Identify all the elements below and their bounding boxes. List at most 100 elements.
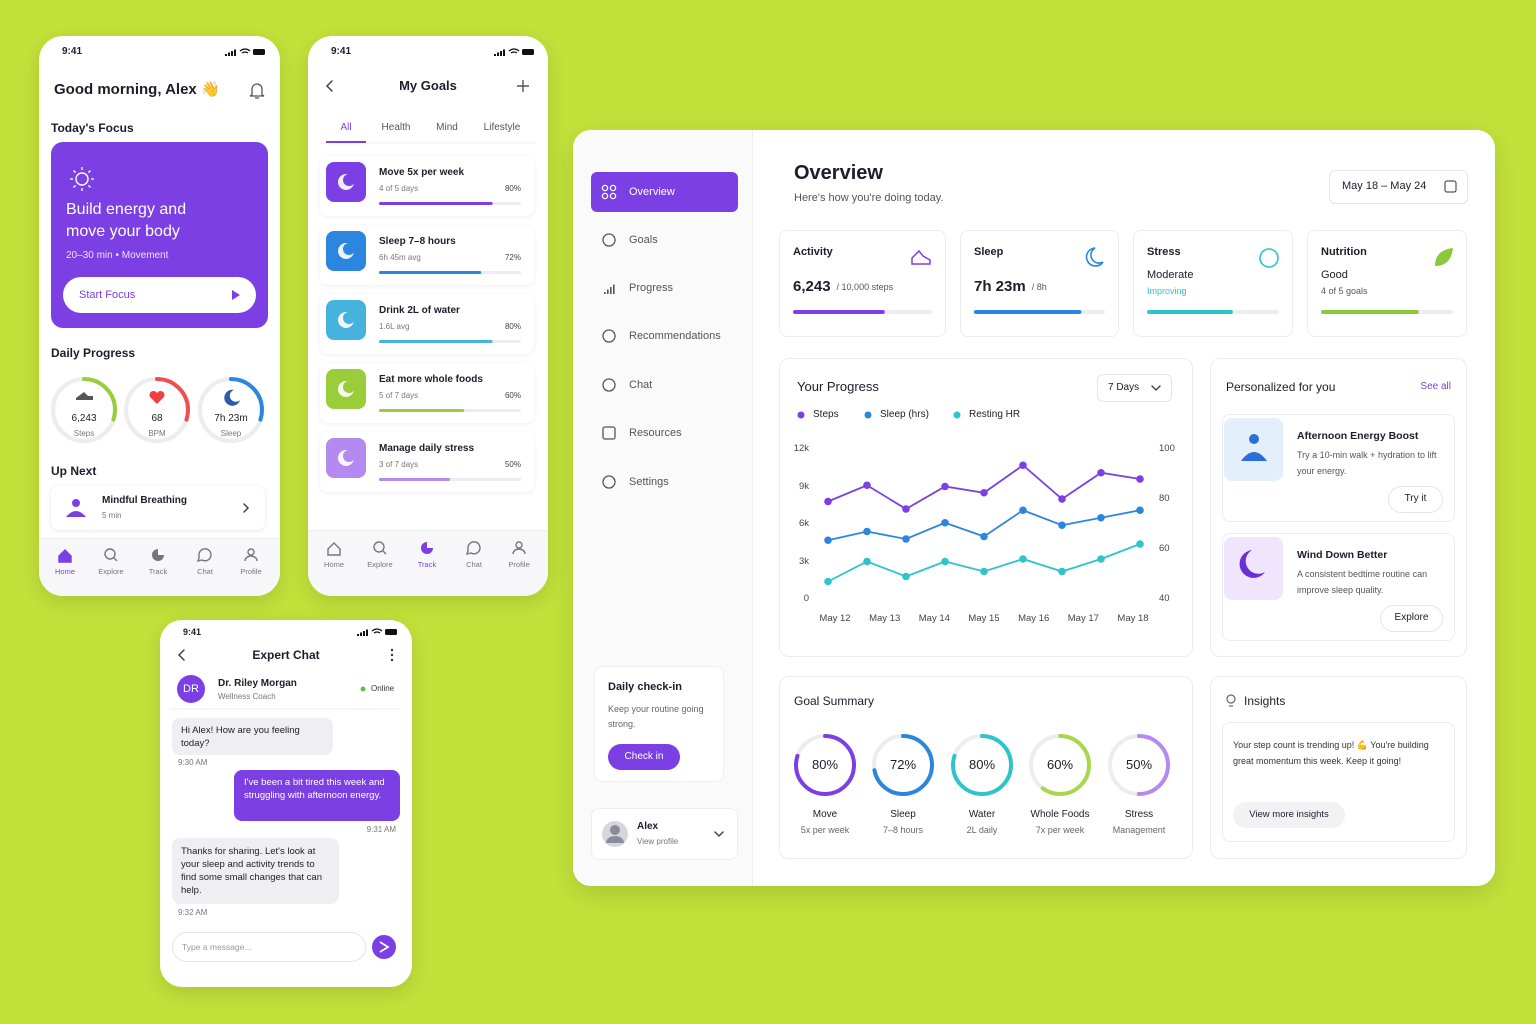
goal-name: Water xyxy=(968,809,996,820)
goal-glyph xyxy=(343,312,355,324)
nav-icon xyxy=(602,329,616,343)
user-avatar xyxy=(606,836,624,843)
stat-bg xyxy=(130,383,184,437)
data-point xyxy=(902,572,910,581)
profile-icon xyxy=(515,541,523,549)
goal-name: Whole Foods xyxy=(1030,809,1090,820)
nav-icon xyxy=(607,289,609,294)
start-focus-button[interactable] xyxy=(63,277,256,313)
nav-label[interactable]: Explore xyxy=(367,560,393,569)
card-sub: 4 of 5 goals xyxy=(1321,286,1368,296)
nav-label[interactable]: Profile xyxy=(240,567,262,576)
button-label[interactable]: Check in xyxy=(624,751,664,762)
section-heading: Daily Progress xyxy=(51,346,136,360)
nav-label[interactable]: Home xyxy=(323,560,345,569)
nav-icon xyxy=(602,426,616,440)
button-label[interactable]: Start Focus xyxy=(79,289,136,301)
goal-percent: 80% xyxy=(811,757,839,772)
legend-swatch xyxy=(953,411,961,419)
data-point xyxy=(824,536,832,545)
legend-label: Sleep (hrs) xyxy=(880,409,929,420)
x-tick-label: May 12 xyxy=(819,613,851,624)
data-point xyxy=(824,497,832,506)
recommendation-icon xyxy=(1224,537,1283,600)
input-placeholder[interactable]: Type a message... xyxy=(182,942,252,952)
action-button[interactable] xyxy=(1388,486,1443,513)
nav-item[interactable]: Recommendations xyxy=(629,330,721,342)
nav-icon xyxy=(604,292,606,294)
online-dot xyxy=(360,686,366,692)
meditate-icon xyxy=(72,499,80,507)
nav-label[interactable]: Home xyxy=(54,567,76,576)
tab[interactable]: All xyxy=(340,122,352,133)
period[interactable]: 7 Days xyxy=(1108,382,1140,393)
x-tick-label: May 13 xyxy=(869,613,901,624)
profile-icon xyxy=(512,548,526,555)
date-range[interactable]: May 18 – May 24 xyxy=(1342,180,1427,192)
nav-item[interactable]: Progress xyxy=(629,282,674,294)
nav-label[interactable]: Track xyxy=(417,560,437,569)
tab[interactable]: Mind xyxy=(436,122,458,133)
data-point xyxy=(1019,555,1027,563)
nav-label[interactable]: Explore xyxy=(98,567,124,576)
data-point xyxy=(863,557,871,566)
data-point xyxy=(1136,540,1144,548)
message-bubble xyxy=(234,770,400,821)
nav-item[interactable]: Chat xyxy=(629,379,653,391)
button-label[interactable]: View more insights xyxy=(1249,809,1329,820)
tab[interactable]: Health xyxy=(381,122,411,133)
data-point xyxy=(1097,555,1105,563)
goal-summary-panel xyxy=(779,676,1193,859)
action-button[interactable] xyxy=(1380,605,1443,632)
nav-label[interactable]: Track xyxy=(148,567,168,576)
bulb-icon xyxy=(1226,694,1236,704)
send-button xyxy=(372,935,396,959)
chevron xyxy=(714,831,724,838)
stat-card xyxy=(960,230,1119,337)
button-label[interactable]: Try it xyxy=(1404,493,1427,504)
stat-card xyxy=(779,230,946,337)
greeting: Good morning, Alex 👋 xyxy=(54,81,220,98)
progress-bar xyxy=(379,271,482,274)
y-tick-label: 0 xyxy=(803,593,809,604)
goal-detail: 5x per week xyxy=(800,825,850,835)
nav-label[interactable]: Chat xyxy=(466,560,482,569)
checkin-button[interactable] xyxy=(608,744,680,770)
nav-item[interactable]: Overview xyxy=(629,186,675,198)
section-heading: Today's Focus xyxy=(51,121,134,135)
avatar-initials: DR xyxy=(183,683,199,695)
goal-glyph xyxy=(343,243,355,255)
sun-ray xyxy=(87,170,91,174)
nav-item[interactable]: Resources xyxy=(629,427,682,439)
goal-meta: 5 of 7 days xyxy=(379,391,419,400)
see-all-link[interactable]: See all xyxy=(1420,381,1451,392)
signal xyxy=(357,634,359,636)
card-title: Nutrition xyxy=(1321,246,1367,258)
nav-item[interactable]: Settings xyxy=(629,476,669,488)
menu-dot xyxy=(390,648,394,652)
progress-bar xyxy=(1147,310,1233,314)
nav-item[interactable]: Goals xyxy=(629,234,658,246)
heart-icon xyxy=(149,390,165,404)
sun-ray xyxy=(73,170,77,174)
nav-active[interactable] xyxy=(591,172,738,212)
card-value: Moderate xyxy=(1147,269,1194,281)
nav-label[interactable]: Chat xyxy=(197,567,213,576)
up-next-meta: 5 min xyxy=(102,511,122,520)
period-select[interactable] xyxy=(1097,374,1172,402)
up-next-card[interactable] xyxy=(51,486,265,530)
nav-label[interactable]: Profile xyxy=(508,560,530,569)
nav-icon xyxy=(602,378,616,392)
chat-icon xyxy=(465,541,481,555)
goal-title: Manage daily stress xyxy=(379,443,475,454)
profile-icon xyxy=(244,555,258,562)
goal-percent: 80% xyxy=(504,322,521,331)
button-label[interactable]: Explore xyxy=(1394,612,1429,623)
message-input[interactable] xyxy=(172,932,366,962)
tab[interactable]: Lifestyle xyxy=(483,122,521,133)
goal-glyph xyxy=(343,450,355,462)
data-point xyxy=(980,532,988,541)
insights-button[interactable] xyxy=(1233,802,1345,828)
user-link[interactable]: View profile xyxy=(637,837,679,846)
goal-name: Stress xyxy=(1124,809,1154,820)
